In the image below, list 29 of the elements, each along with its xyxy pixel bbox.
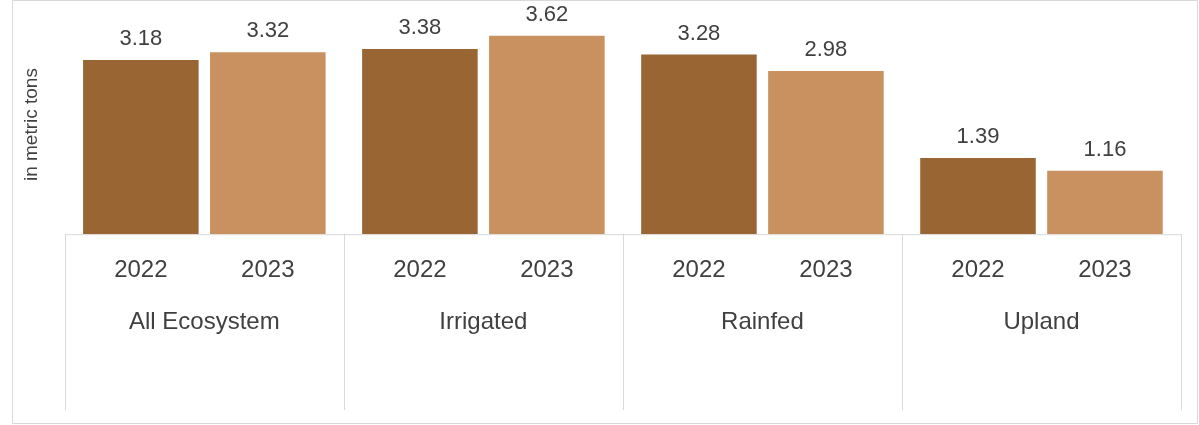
data-label: 3.62 <box>525 0 569 26</box>
bar <box>83 59 199 235</box>
bar <box>641 54 757 235</box>
series-label: 2022 <box>114 254 168 282</box>
text: 2023 <box>1078 254 1132 282</box>
x-tick-label: Rainfed <box>721 307 804 335</box>
bar <box>1047 170 1163 235</box>
bar <box>920 158 1036 235</box>
series-label: 2023 <box>241 254 295 282</box>
x-tick-label: Irrigated <box>439 307 528 335</box>
text: 2022 <box>672 254 726 282</box>
x-tick-label: Upland <box>1003 307 1080 335</box>
data-label: 1.16 <box>1083 135 1127 161</box>
x-tick-label: All Ecosystem <box>128 307 280 335</box>
bar <box>362 48 478 235</box>
text: 2022 <box>951 254 1005 282</box>
data-label: 3.38 <box>398 14 442 40</box>
bar <box>489 35 605 235</box>
text: 2022 <box>393 254 447 282</box>
data-label: 3.18 <box>119 25 163 50</box>
bar <box>210 52 326 235</box>
data-label: 3.32 <box>246 17 290 43</box>
text: 2023 <box>799 254 853 282</box>
data-label: 1.39 <box>956 123 1000 149</box>
text: 2023 <box>520 254 574 282</box>
bar <box>768 70 884 235</box>
data-label: 2.98 <box>804 35 848 61</box>
data-label: 3.28 <box>677 19 721 45</box>
y-axis-title: in metric tons <box>19 68 41 182</box>
